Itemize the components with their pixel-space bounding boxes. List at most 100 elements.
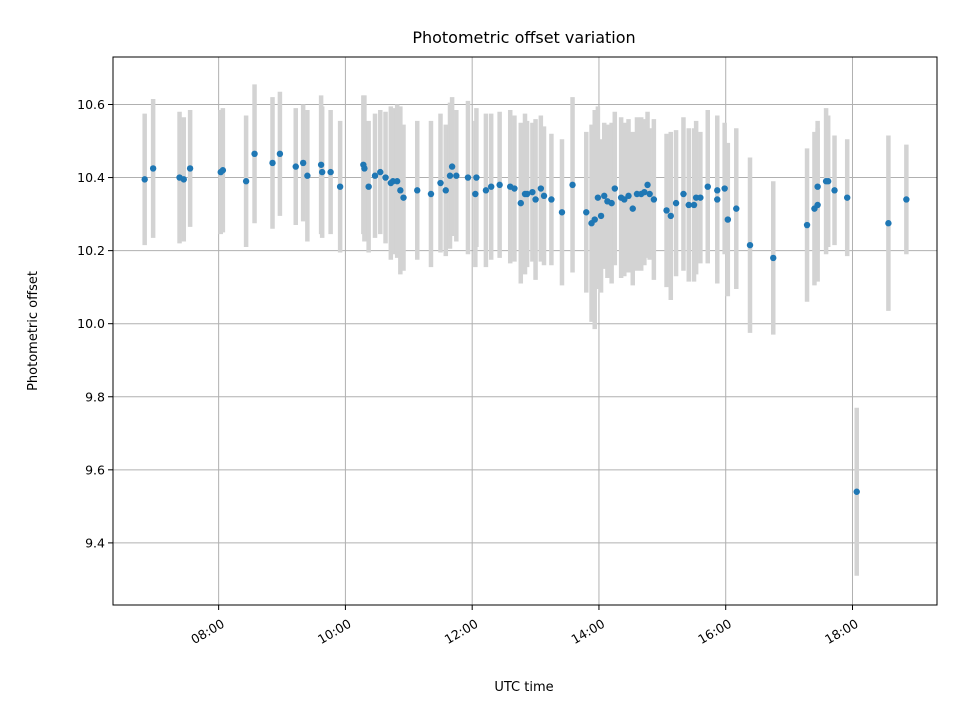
data-point: [594, 194, 602, 201]
data-point: [393, 178, 401, 185]
data-point: [746, 241, 754, 249]
data-point: [186, 165, 194, 172]
data-point: [803, 221, 811, 229]
data-point: [318, 168, 326, 176]
data-point: [251, 150, 258, 158]
data-point: [704, 183, 711, 190]
data-point: [611, 185, 618, 192]
data-point: [608, 199, 615, 207]
data-point: [685, 201, 692, 209]
data-point: [540, 192, 548, 200]
data-point: [482, 187, 490, 194]
data-point: [844, 194, 851, 201]
data-point: [532, 196, 539, 203]
data-point: [304, 172, 311, 179]
data-point: [558, 209, 566, 216]
data-point: [697, 194, 704, 201]
data-point: [814, 183, 821, 190]
data-point: [442, 187, 449, 194]
data-point: [646, 190, 653, 198]
data-point: [317, 161, 325, 168]
data-point: [529, 188, 536, 196]
data-point: [371, 172, 379, 179]
data-point: [601, 192, 608, 200]
chart-title: Photometric offset variation: [412, 28, 635, 47]
y-tick-label: 9.4: [85, 535, 105, 550]
data-points: [141, 150, 910, 495]
data-point: [597, 212, 605, 220]
data-point: [583, 209, 590, 216]
data-point: [400, 194, 407, 201]
plot-frame: [112, 56, 938, 606]
data-point: [853, 488, 860, 495]
data-point: [714, 187, 721, 194]
data-point: [464, 174, 472, 181]
data-point: [663, 207, 670, 214]
data-point: [591, 216, 598, 223]
data-point: [292, 163, 299, 170]
data-point: [814, 201, 821, 209]
data-point: [621, 196, 628, 203]
data-point: [517, 199, 524, 207]
data-point: [548, 196, 555, 203]
data-point: [336, 183, 344, 190]
data-point: [724, 216, 732, 223]
data-point: [690, 201, 698, 209]
data-point: [141, 176, 148, 183]
data-point: [219, 167, 227, 174]
data-point: [180, 176, 187, 183]
data-point: [453, 172, 460, 179]
data-point: [414, 187, 421, 194]
data-point: [446, 172, 454, 179]
data-point: [831, 187, 838, 194]
data-point: [733, 205, 740, 212]
data-point: [276, 150, 284, 158]
data-point: [770, 254, 777, 262]
data-point: [903, 196, 910, 203]
data-point: [511, 185, 518, 192]
data-point: [361, 165, 368, 172]
data-point: [721, 185, 728, 192]
data-point: [427, 190, 435, 198]
y-axis: 9.4 9.6 9.8 10.0 10.2 10.4 10.6: [77, 97, 113, 550]
y-tick-label: 10.2: [77, 243, 105, 258]
data-point: [269, 159, 276, 167]
y-tick-label: 10.0: [77, 316, 105, 331]
x-axis-label: UTC time: [494, 680, 553, 695]
data-point: [629, 205, 636, 212]
data-point: [672, 199, 680, 207]
data-point: [473, 174, 480, 181]
y-tick-label: 10.4: [77, 170, 105, 185]
data-point: [569, 181, 576, 189]
data-point: [680, 190, 687, 198]
y-tick-label: 9.8: [85, 389, 105, 404]
data-point: [327, 168, 334, 176]
data-point: [242, 178, 250, 185]
data-point: [714, 196, 721, 203]
data-point: [523, 190, 531, 198]
data-point: [365, 183, 372, 190]
data-point: [448, 163, 456, 170]
data-point: [472, 190, 479, 198]
data-point: [641, 188, 648, 196]
y-tick-label: 10.6: [77, 97, 105, 112]
y-axis-label: Photometric offset: [26, 271, 41, 391]
data-point: [644, 181, 651, 189]
data-point: [149, 165, 157, 172]
data-point: [299, 159, 307, 167]
data-point: [650, 196, 658, 203]
data-point: [397, 187, 404, 194]
data-point: [537, 185, 545, 192]
data-point: [487, 183, 495, 190]
data-point: [885, 220, 892, 227]
data-point: [625, 192, 632, 200]
data-point: [382, 174, 389, 181]
data-point: [667, 212, 674, 220]
data-point: [824, 178, 832, 185]
data-point: [437, 179, 444, 187]
y-tick-label: 9.6: [85, 462, 105, 477]
data-point: [377, 168, 384, 176]
data-point: [496, 181, 503, 189]
